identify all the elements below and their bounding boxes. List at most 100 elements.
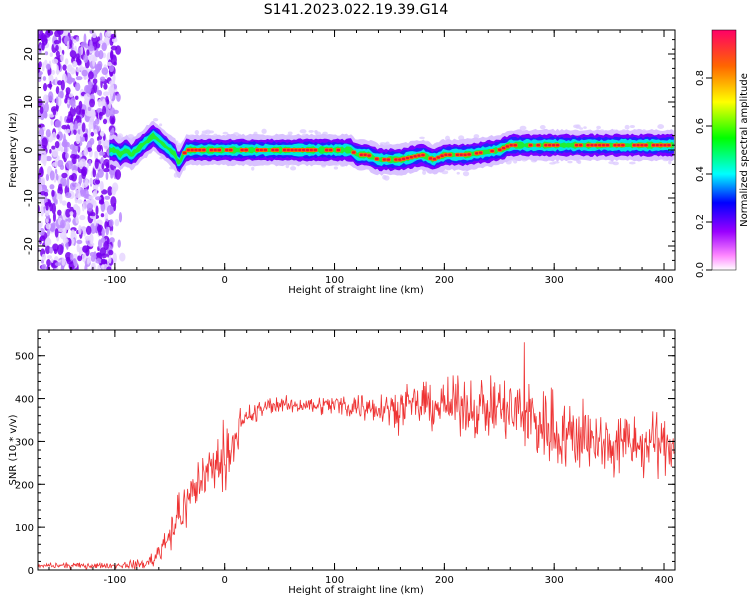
ridge-peak [198, 148, 202, 152]
snr-series-line [38, 342, 675, 570]
noise-speckle [81, 168, 87, 180]
noise-speckle [84, 235, 91, 241]
noise-speckle [100, 156, 104, 165]
noise-speckle [88, 159, 92, 167]
noise-speckle [42, 76, 47, 81]
ridge-peak [394, 158, 398, 161]
noise-speckle [40, 184, 48, 192]
ridge-peak [228, 148, 233, 152]
ridge-peak [209, 148, 214, 152]
ridge-peak [590, 144, 594, 147]
faint-speckle [308, 129, 314, 133]
ridge-peak [613, 144, 617, 147]
ridge-peak [448, 153, 452, 156]
noise-speckle [66, 40, 70, 51]
noise-speckle [75, 189, 81, 199]
noise-speckle [87, 147, 93, 152]
faint-speckle [462, 171, 470, 177]
noise-speckle [43, 82, 48, 92]
faint-speckle [657, 124, 665, 130]
ridge-peak [640, 144, 644, 147]
snr-y-tick-label: 500 [15, 352, 34, 363]
noise-speckle [44, 102, 49, 113]
noise-speckle [38, 61, 42, 68]
noise-speckle [55, 44, 59, 52]
noise-speckle [49, 184, 55, 190]
ridge-peak [586, 144, 591, 147]
spectrogram-x-tick-label: 100 [325, 275, 344, 286]
noise-speckle [103, 140, 110, 151]
noise-speckle [112, 252, 117, 264]
snr-y-tick-label: 0 [28, 566, 34, 577]
ridge-peak [636, 144, 641, 147]
noise-speckle [92, 190, 98, 198]
noise-speckle [60, 53, 65, 62]
noise-speckle [89, 178, 94, 185]
noise-speckle [49, 148, 52, 154]
noise-speckle [45, 155, 52, 162]
noise-speckle [61, 257, 66, 266]
noise-speckle [39, 106, 44, 115]
ridge-peak [275, 148, 279, 152]
noise-speckle [109, 230, 113, 236]
noise-speckle [97, 264, 100, 270]
noise-speckle [70, 229, 76, 239]
noise-speckle [75, 133, 81, 145]
spectrogram-x-tick-label: 200 [435, 275, 454, 286]
noise-speckle [94, 118, 100, 125]
noise-speckle [88, 121, 95, 130]
noise-speckle [81, 253, 87, 263]
faint-speckle [285, 164, 290, 169]
spectrogram-xlabel: Height of straight line (km) [288, 285, 424, 296]
noise-speckle [75, 76, 83, 81]
noise-speckle [68, 174, 75, 181]
ridge-peak [325, 148, 329, 152]
noise-speckle [114, 169, 122, 180]
snr-y-tick-label: 100 [15, 523, 34, 534]
noise-speckle [94, 151, 99, 161]
noise-speckle [96, 252, 102, 258]
noise-speckle [75, 105, 82, 116]
noise-speckle [49, 246, 54, 254]
noise-speckle [95, 205, 99, 216]
noise-speckle [116, 93, 121, 102]
noise-speckle [94, 179, 101, 185]
noise-speckle [57, 209, 62, 216]
ridge-peak [413, 155, 418, 158]
noise-speckle [60, 79, 65, 91]
ridge-peak [478, 151, 483, 154]
ridge-peak [505, 145, 510, 148]
faint-speckle [552, 161, 560, 164]
noise-speckle [58, 227, 64, 233]
ridge-peak [617, 144, 621, 147]
ridge-peak [528, 144, 533, 147]
noise-speckle [82, 245, 89, 253]
noise-speckle [90, 262, 96, 270]
noise-speckle [106, 204, 114, 215]
noise-speckle [109, 64, 114, 73]
ridge-peak [459, 153, 464, 156]
noise-speckle [94, 158, 99, 170]
noise-speckle [61, 200, 67, 206]
noise-speckle [96, 89, 102, 96]
spectrogram-marks [38, 30, 674, 270]
noise-speckle [96, 136, 100, 141]
noise-speckle [49, 170, 55, 181]
noise-speckle [66, 118, 71, 124]
noise-speckle [39, 113, 45, 121]
faint-speckle [583, 126, 587, 129]
noise-speckle [51, 203, 57, 214]
ridge-peak [409, 156, 414, 159]
noise-speckle [65, 256, 72, 262]
noise-speckle [89, 40, 93, 49]
colorbar-frame [711, 29, 737, 271]
ridge-peak [405, 156, 410, 160]
snr-x-tick-label: 100 [325, 575, 344, 586]
faint-speckle [573, 124, 580, 129]
noise-speckle [118, 211, 123, 223]
noise-speckle [86, 202, 93, 212]
faint-speckle [567, 160, 573, 164]
noise-speckle [69, 122, 73, 132]
spectrogram-y-tick-label: -10 [22, 189, 35, 207]
colorbar-tick-label: 0.0 [695, 262, 706, 278]
